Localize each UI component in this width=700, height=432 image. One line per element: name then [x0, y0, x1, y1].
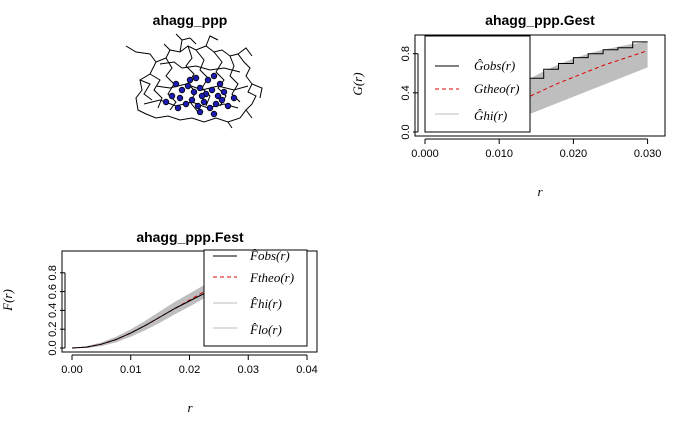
fest-legend-lo-label: F̂lo(r) — [249, 322, 282, 337]
fest-title: ahagg_ppp.Fest — [136, 229, 244, 245]
fest-x-tick-label: 0.00 — [61, 364, 82, 376]
fest-y-tick-label: 0.0 — [47, 340, 59, 355]
fest-x-tick-label: 0.03 — [238, 364, 259, 376]
fest-x-axis: 0.00 0.01 0.02 0.03 0.04 — [61, 354, 318, 376]
gest-xlabel: r — [537, 184, 543, 199]
gest-y-tick-label: 0.4 — [400, 85, 412, 100]
road-network — [125, 33, 263, 129]
gest-y-axis: 0.0 0.4 0.8 — [400, 46, 419, 140]
fest-x-tick-label: 0.02 — [179, 364, 200, 376]
fest-y-axis: 0.0 0.2 0.4 0.6 0.8 — [47, 265, 66, 356]
gest-x-axis: 0.000 0.010 0.020 0.030 — [411, 138, 662, 160]
gest-x-tick-label: 0.020 — [560, 148, 588, 160]
fest-y-tick-label: 0.6 — [47, 284, 59, 299]
gest-ylabel: G(r) — [350, 72, 365, 95]
map-title: ahagg_ppp — [153, 12, 228, 28]
fest-x-tick-label: 0.04 — [296, 364, 317, 376]
gest-y-tick-label: 0.8 — [400, 46, 412, 61]
fest-xlabel: r — [187, 400, 193, 415]
gest-x-tick-label: 0.030 — [634, 148, 662, 160]
gest-legend: Ĝobs(r) Gtheo(r) Ĝhi(r) — [424, 35, 531, 133]
gest-plot-border — [414, 34, 666, 137]
gest-x-tick-label: 0.000 — [411, 148, 439, 160]
fest-legend-box — [203, 249, 308, 347]
fest-y-tick-label: 0.8 — [47, 265, 59, 280]
gest-title: ahagg_ppp.Gest — [485, 12, 595, 28]
fest-legend: F̂obs(r) Ftheo(r) F̂hi(r) F̂lo(r) — [203, 248, 308, 347]
gest-legend-box — [424, 35, 531, 133]
fest-theo-line — [71, 258, 308, 349]
fest-envelope-band — [72, 255, 307, 348]
event-points — [162, 72, 238, 118]
gest-legend-hi-label: Ĝhi(r) — [474, 108, 507, 123]
fest-legend-obs-label: F̂obs(r) — [249, 248, 290, 263]
gest-legend-obs-label: Ĝobs(r) — [474, 58, 515, 73]
fest-y-tick-label: 0.2 — [47, 322, 59, 337]
fest-legend-hi-label: F̂hi(r) — [249, 296, 282, 311]
fest-x-tick-label: 0.01 — [120, 364, 141, 376]
gest-y-tick-label: 0.0 — [400, 124, 412, 139]
fest-y-tick-label: 0.4 — [47, 303, 59, 318]
fest-plot-border — [61, 250, 318, 353]
gest-legend-theo-label: Gtheo(r) — [474, 81, 520, 96]
fest-ylabel: F(r) — [0, 289, 15, 312]
gest-x-tick-label: 0.010 — [485, 148, 513, 160]
fest-panel: ahagg_ppp.Fest r F(r) 0.00 0.01 0.02 0.03 0.… — [0, 229, 318, 415]
fest-legend-theo-label: Ftheo(r) — [249, 270, 294, 285]
gest-panel: ahagg_ppp.Gest r G(r) 0.000 0.010 0.020 0.0… — [350, 12, 666, 199]
map-panel: ahagg_ppp — [125, 12, 263, 129]
